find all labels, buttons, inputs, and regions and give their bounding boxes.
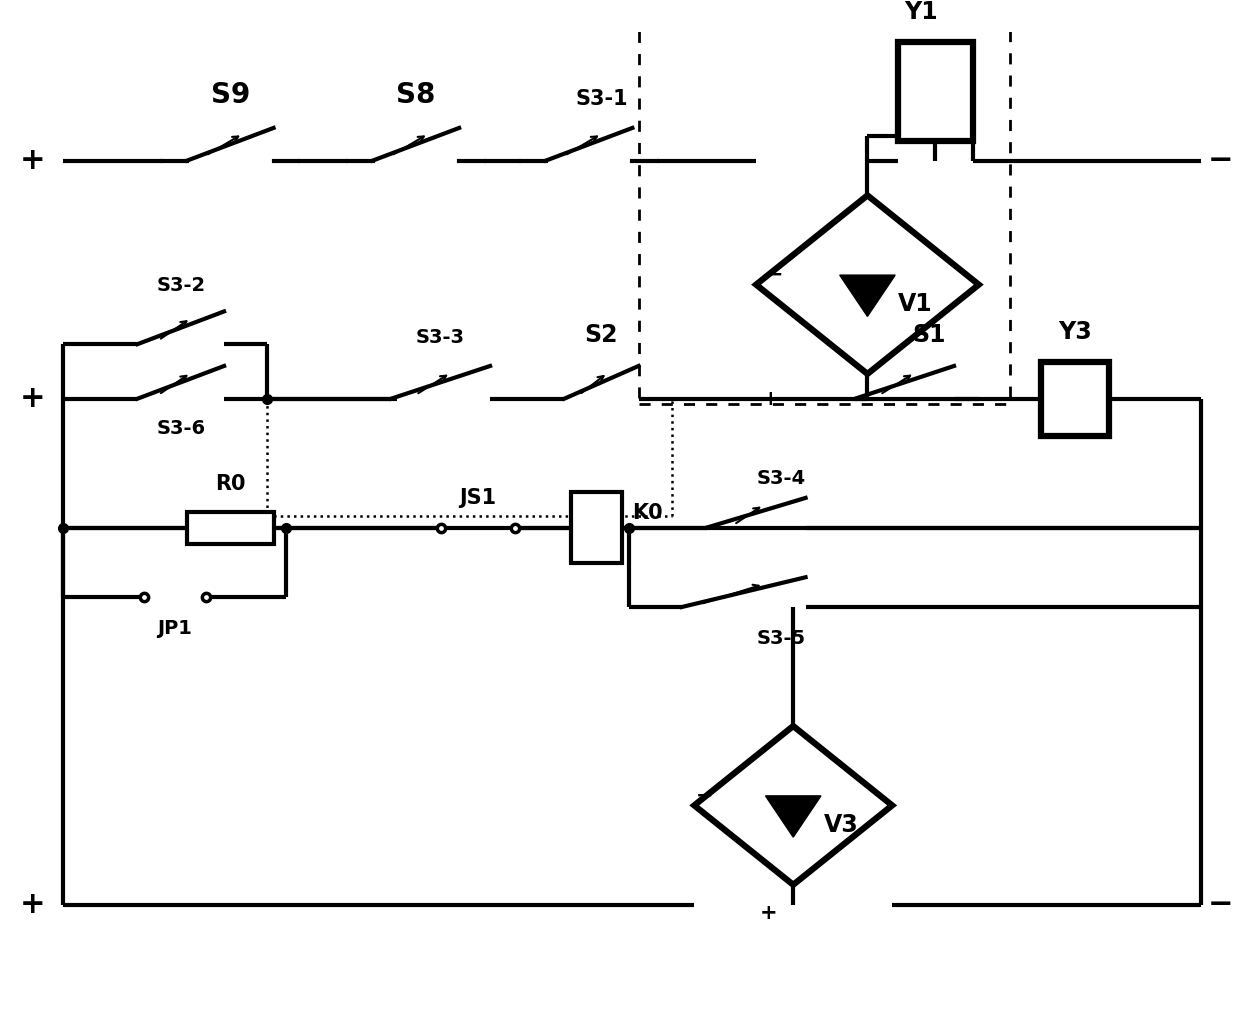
Text: +: +: [20, 384, 45, 413]
Text: S9: S9: [211, 81, 250, 109]
Bar: [1040, 362, 1109, 436]
Text: Y3: Y3: [1058, 320, 1091, 343]
Text: −: −: [1208, 890, 1233, 919]
Text: S3-1: S3-1: [575, 89, 627, 109]
Text: −: −: [1208, 147, 1233, 175]
Bar: [639, 22, 1009, 404]
Text: K0: K0: [632, 503, 663, 523]
Text: S3-3: S3-3: [417, 328, 465, 347]
Text: S1: S1: [913, 323, 946, 347]
Text: JS1: JS1: [459, 488, 496, 507]
Polygon shape: [694, 726, 893, 885]
Polygon shape: [839, 275, 895, 317]
Text: V3: V3: [825, 813, 859, 837]
Text: V1: V1: [898, 292, 932, 317]
Text: S3-5: S3-5: [756, 628, 806, 648]
Text: Y1: Y1: [904, 0, 939, 24]
Text: S8: S8: [396, 81, 435, 109]
Text: +: +: [20, 890, 45, 919]
Bar: [570, 492, 622, 564]
Text: −: −: [696, 785, 713, 806]
Text: +: +: [760, 903, 777, 922]
Text: −: −: [766, 264, 784, 285]
Text: S3-4: S3-4: [756, 469, 806, 488]
Text: R0: R0: [215, 474, 246, 494]
Bar: [898, 42, 972, 140]
Text: JP1: JP1: [157, 619, 192, 638]
Text: S2: S2: [585, 323, 619, 347]
Text: +: +: [763, 388, 780, 409]
Bar: [187, 511, 274, 543]
Polygon shape: [765, 795, 821, 837]
Polygon shape: [756, 196, 978, 374]
Text: S3-6: S3-6: [156, 418, 206, 438]
Text: S3-2: S3-2: [156, 276, 206, 294]
Text: +: +: [20, 147, 45, 175]
